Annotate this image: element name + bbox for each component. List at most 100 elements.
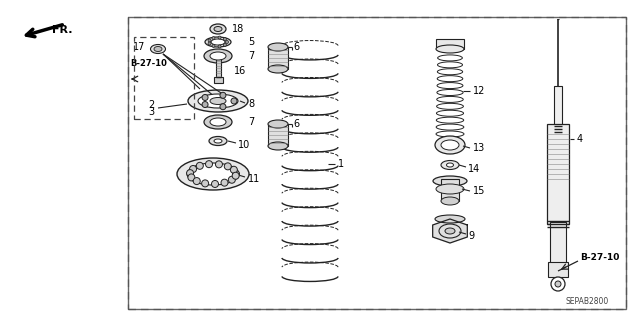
Text: 14: 14 — [468, 164, 480, 174]
Ellipse shape — [268, 65, 288, 73]
Text: SEPAB2800: SEPAB2800 — [565, 296, 608, 306]
Text: 13: 13 — [473, 143, 485, 153]
Text: 6: 6 — [293, 42, 299, 52]
Circle shape — [205, 161, 212, 168]
Ellipse shape — [437, 69, 463, 75]
Text: 2: 2 — [148, 100, 154, 110]
Bar — [128, 17, 626, 309]
Ellipse shape — [436, 131, 464, 137]
Polygon shape — [433, 219, 467, 243]
Circle shape — [220, 92, 226, 98]
Circle shape — [196, 162, 204, 169]
Circle shape — [221, 179, 228, 186]
Ellipse shape — [214, 139, 222, 143]
Text: 17: 17 — [133, 42, 145, 52]
Ellipse shape — [436, 103, 463, 109]
Text: B-27-10: B-27-10 — [130, 60, 167, 69]
Text: 5: 5 — [248, 37, 254, 47]
Circle shape — [223, 38, 227, 41]
Bar — [268, 47, 288, 69]
Bar — [547, 124, 569, 224]
Text: B-27-10: B-27-10 — [580, 253, 620, 262]
Circle shape — [216, 161, 223, 168]
Ellipse shape — [447, 163, 454, 167]
Bar — [550, 222, 566, 264]
Text: FR.: FR. — [52, 25, 72, 35]
Circle shape — [231, 98, 237, 104]
Ellipse shape — [435, 136, 465, 154]
Bar — [554, 86, 562, 134]
Circle shape — [223, 43, 227, 46]
Text: 1: 1 — [338, 159, 344, 169]
Ellipse shape — [210, 24, 226, 34]
Bar — [548, 262, 568, 277]
Text: 8: 8 — [248, 99, 254, 109]
Text: 7: 7 — [248, 117, 254, 127]
Circle shape — [220, 104, 226, 110]
Circle shape — [212, 37, 215, 40]
Ellipse shape — [433, 176, 467, 186]
Circle shape — [202, 180, 209, 187]
Ellipse shape — [154, 47, 162, 51]
Ellipse shape — [445, 228, 455, 234]
Ellipse shape — [436, 184, 464, 194]
Text: 3: 3 — [148, 107, 154, 117]
Ellipse shape — [211, 39, 225, 45]
Circle shape — [224, 163, 231, 170]
Ellipse shape — [437, 83, 463, 89]
Ellipse shape — [438, 62, 463, 68]
Circle shape — [212, 44, 215, 48]
Ellipse shape — [441, 140, 459, 150]
Text: 7: 7 — [248, 51, 254, 61]
Ellipse shape — [268, 43, 288, 51]
Ellipse shape — [268, 120, 288, 128]
Circle shape — [187, 170, 193, 177]
Ellipse shape — [437, 90, 463, 95]
Circle shape — [225, 41, 228, 43]
Ellipse shape — [205, 37, 231, 47]
Ellipse shape — [150, 44, 166, 54]
Ellipse shape — [214, 26, 222, 32]
Circle shape — [230, 166, 237, 173]
Bar — [441, 179, 459, 201]
Text: 16: 16 — [234, 66, 246, 76]
Text: 10: 10 — [238, 140, 250, 150]
Circle shape — [202, 94, 208, 100]
Ellipse shape — [436, 45, 464, 53]
Ellipse shape — [441, 197, 459, 205]
Ellipse shape — [204, 115, 232, 129]
Ellipse shape — [436, 117, 464, 123]
Bar — [134, 37, 194, 119]
Text: 18: 18 — [232, 24, 244, 34]
Ellipse shape — [187, 163, 239, 185]
Ellipse shape — [188, 90, 248, 112]
Circle shape — [555, 281, 561, 287]
Ellipse shape — [210, 52, 226, 60]
Text: 9: 9 — [468, 231, 474, 241]
Bar — [214, 77, 223, 83]
Ellipse shape — [204, 49, 232, 63]
Circle shape — [232, 170, 239, 177]
Circle shape — [208, 39, 211, 42]
Ellipse shape — [177, 158, 249, 190]
Ellipse shape — [437, 76, 463, 82]
Ellipse shape — [268, 142, 288, 150]
Text: 11: 11 — [248, 174, 260, 184]
Bar — [436, 39, 464, 49]
Bar — [128, 17, 626, 309]
Circle shape — [551, 277, 565, 291]
Ellipse shape — [209, 137, 227, 145]
Ellipse shape — [436, 96, 463, 102]
Ellipse shape — [198, 94, 238, 108]
Bar — [268, 124, 288, 146]
Bar — [216, 59, 221, 79]
Text: 15: 15 — [473, 186, 485, 196]
Circle shape — [211, 181, 218, 188]
Circle shape — [188, 174, 195, 181]
Circle shape — [218, 45, 221, 48]
Circle shape — [232, 172, 239, 179]
Circle shape — [193, 178, 200, 185]
Text: 6: 6 — [293, 119, 299, 129]
Circle shape — [208, 42, 211, 45]
Ellipse shape — [210, 118, 226, 126]
